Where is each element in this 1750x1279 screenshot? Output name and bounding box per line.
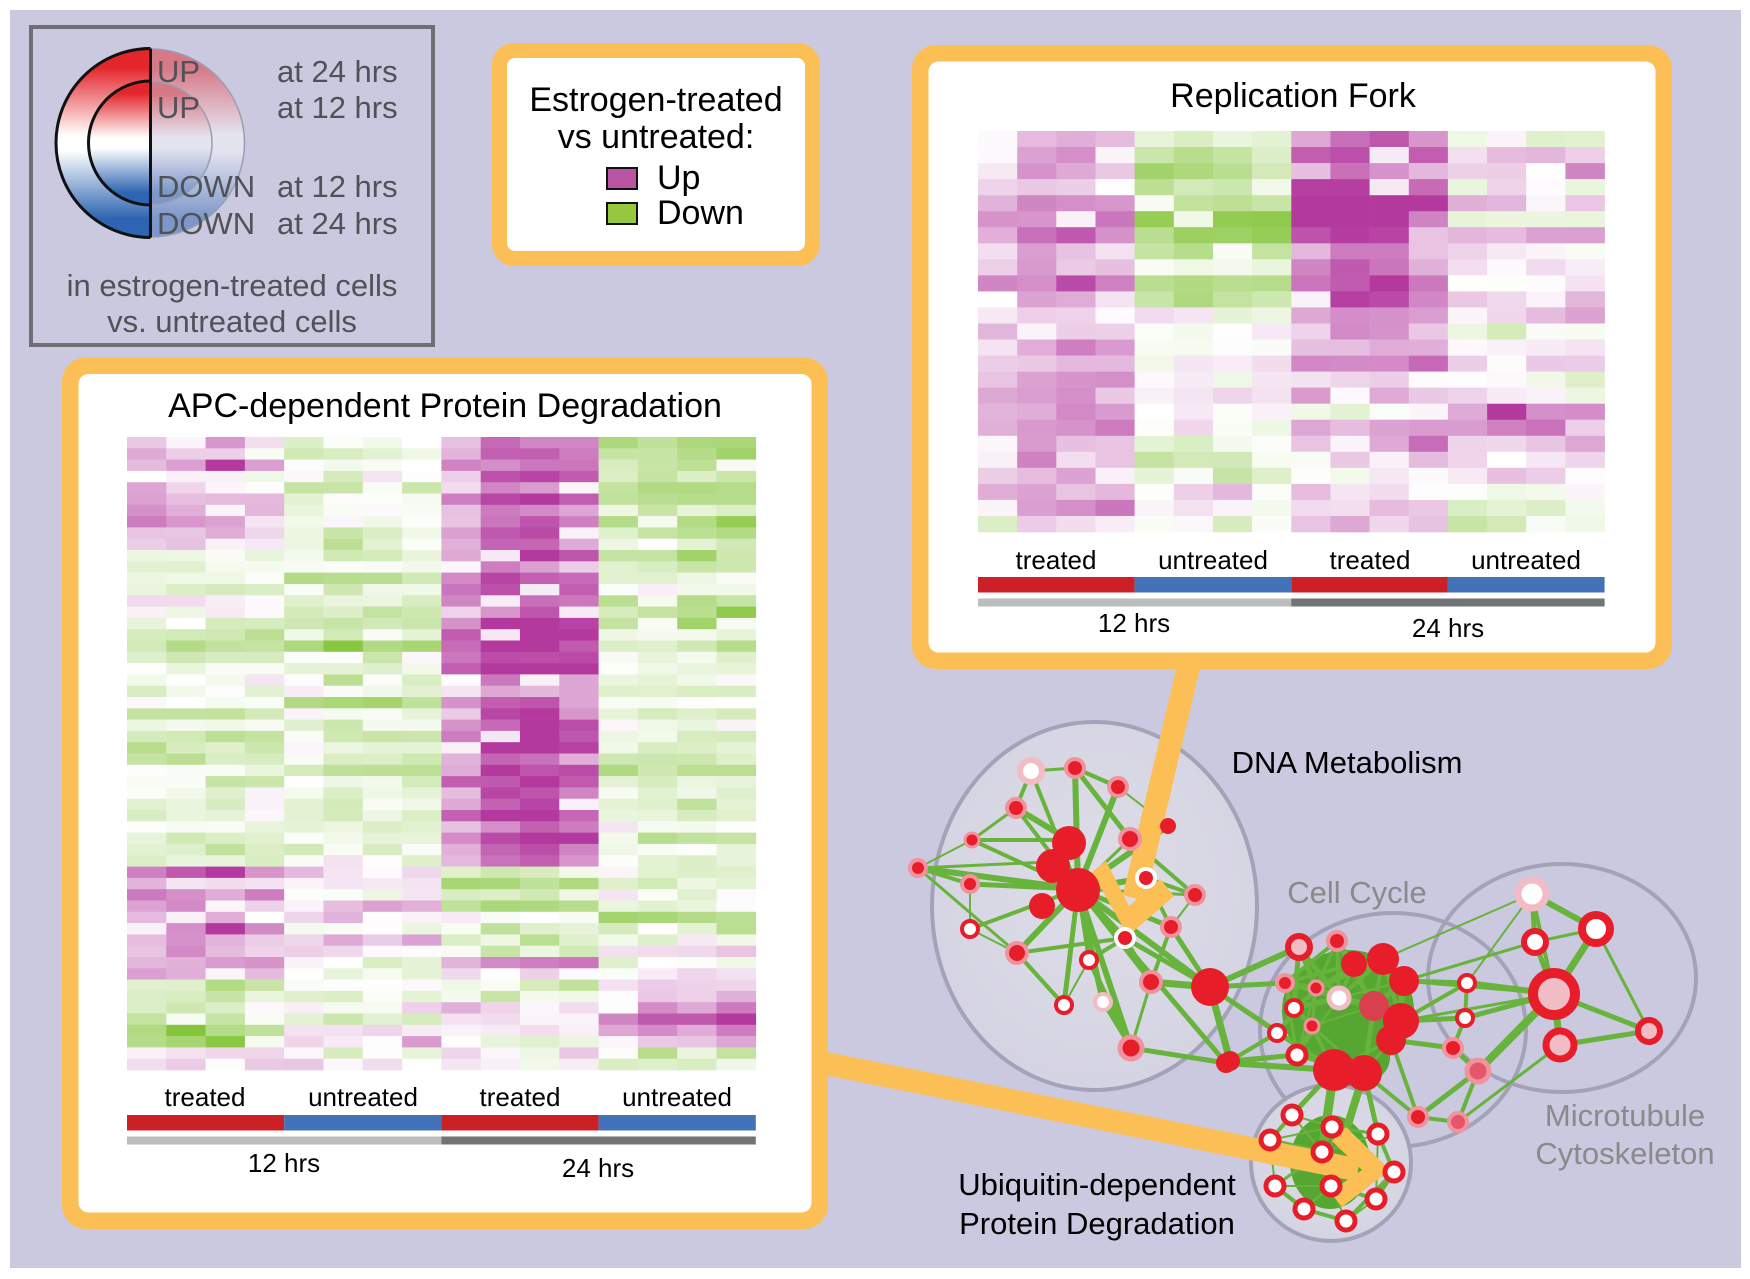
- svg-text:DNA Metabolism: DNA Metabolism: [1232, 745, 1463, 780]
- svg-text:Ubiquitin-dependent: Ubiquitin-dependent: [958, 1167, 1236, 1202]
- svg-text:at 12 hrs: at 12 hrs: [277, 169, 398, 204]
- svg-text:vs. untreated cells: vs. untreated cells: [107, 304, 357, 339]
- svg-text:treated: treated: [480, 1082, 561, 1112]
- svg-text:12 hrs: 12 hrs: [1098, 608, 1170, 638]
- svg-text:Cytoskeleton: Cytoskeleton: [1535, 1136, 1714, 1171]
- svg-text:24 hrs: 24 hrs: [562, 1153, 634, 1183]
- svg-text:treated: treated: [165, 1082, 246, 1112]
- svg-text:Microtubule: Microtubule: [1545, 1098, 1705, 1133]
- svg-text:treated: treated: [1016, 545, 1097, 575]
- svg-text:DOWN: DOWN: [157, 206, 255, 241]
- svg-text:Up: Up: [657, 159, 700, 197]
- svg-text:vs untreated:: vs untreated:: [558, 118, 755, 156]
- svg-text:treated: treated: [1330, 545, 1411, 575]
- svg-text:12 hrs: 12 hrs: [248, 1148, 320, 1178]
- svg-text:APC-dependent Protein Degradat: APC-dependent Protein Degradation: [168, 387, 722, 425]
- svg-text:Protein Degradation: Protein Degradation: [959, 1206, 1235, 1241]
- svg-text:untreated: untreated: [1471, 545, 1581, 575]
- svg-text:UP: UP: [157, 90, 200, 125]
- svg-text:Replication Fork: Replication Fork: [1170, 77, 1417, 115]
- svg-text:in estrogen-treated cells: in estrogen-treated cells: [67, 268, 398, 303]
- svg-text:untreated: untreated: [1158, 545, 1268, 575]
- svg-text:untreated: untreated: [622, 1082, 732, 1112]
- svg-text:DOWN: DOWN: [157, 169, 255, 204]
- svg-text:Estrogen-treated: Estrogen-treated: [529, 81, 782, 119]
- svg-text:at 24 hrs: at 24 hrs: [277, 54, 398, 89]
- svg-text:24 hrs: 24 hrs: [1412, 613, 1484, 643]
- svg-text:at 24 hrs: at 24 hrs: [277, 206, 398, 241]
- svg-text:untreated: untreated: [308, 1082, 418, 1112]
- svg-text:Cell Cycle: Cell Cycle: [1287, 875, 1427, 910]
- svg-text:UP: UP: [157, 54, 200, 89]
- svg-text:at 12 hrs: at 12 hrs: [277, 90, 398, 125]
- svg-text:Down: Down: [657, 194, 744, 232]
